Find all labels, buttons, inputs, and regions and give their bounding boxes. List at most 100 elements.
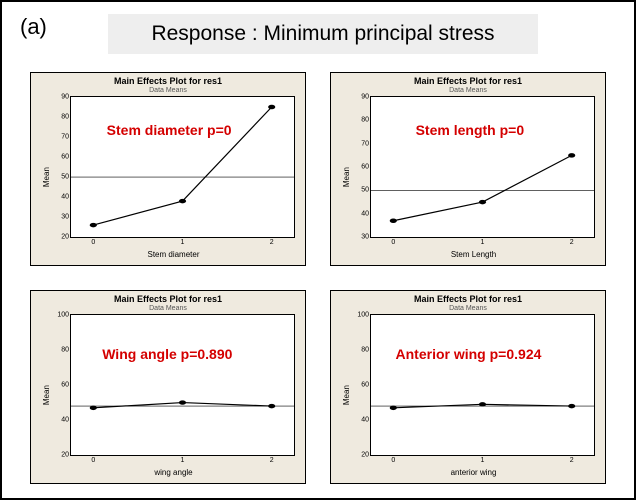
plot-area: 20406080100012Anterior wing p=0.924	[370, 314, 595, 456]
y-tick: 70	[53, 133, 69, 140]
plot-wrap: Mean20406080100012Wing angle p=0.890wing…	[41, 314, 295, 477]
y-ticks: 2030405060708090	[53, 97, 69, 237]
x-tick: 1	[481, 239, 485, 246]
x-tick: 0	[91, 457, 95, 464]
y-axis-label: Mean	[341, 96, 352, 259]
panel-anterior-wing: Main Effects Plot for res1Data Means Mean…	[330, 290, 606, 484]
y-tick: 60	[353, 381, 369, 388]
y-axis-label: Mean	[341, 314, 352, 477]
panel-subtitle: Data Means	[41, 305, 295, 312]
y-tick: 60	[353, 163, 369, 170]
y-tick: 20	[53, 452, 69, 459]
y-tick: 30	[53, 213, 69, 220]
panels-grid: Main Effects Plot for res1Data MeansMean…	[30, 72, 606, 484]
y-tick: 40	[353, 416, 369, 423]
data-marker	[179, 199, 186, 203]
y-tick: 90	[53, 93, 69, 100]
plot-wrap: Mean2030405060708090012Stem diameter p=0…	[41, 96, 295, 259]
y-tick: 80	[353, 346, 369, 353]
plot-svg	[371, 97, 594, 237]
y-tick: 50	[353, 187, 369, 194]
x-tick: 2	[570, 239, 574, 246]
y-tick: 20	[53, 234, 69, 241]
panel-subtitle: Data Means	[41, 87, 295, 94]
plot-area: 2030405060708090012Stem diameter p=0	[70, 96, 295, 238]
y-tick: 40	[353, 210, 369, 217]
x-axis-label: Stem Length	[352, 250, 595, 259]
y-axis-label: Mean	[41, 96, 52, 259]
p-value-annotation: Anterior wing p=0.924	[396, 346, 542, 362]
plot-column: 2030405060708090012Stem diameter p=0 Stem…	[52, 96, 295, 259]
data-marker	[268, 404, 275, 408]
data-marker	[568, 404, 575, 408]
y-ticks: 20406080100	[353, 315, 369, 455]
y-tick: 40	[53, 416, 69, 423]
y-tick: 60	[53, 381, 69, 388]
panel-title: Main Effects Plot for res1	[341, 295, 595, 305]
data-marker	[390, 218, 397, 222]
panel-subtitle: Data Means	[341, 87, 595, 94]
plot-wrap: Mean 20406080100012Anterior wing p=0.924 a…	[341, 314, 595, 477]
y-tick: 20	[353, 452, 369, 459]
plot-column: 30405060708090012Stem length p=0Stem Len…	[352, 96, 595, 259]
y-tick: 100	[53, 311, 69, 318]
y-tick: 70	[353, 140, 369, 147]
data-marker	[479, 402, 486, 406]
x-axis-label: anterior wing	[352, 468, 595, 477]
data-marker	[90, 223, 97, 227]
figure-frame: (a) Response : Minimum principal stress …	[0, 0, 636, 500]
panel-wing-angle: Main Effects Plot for res1Data Means Mean…	[30, 290, 306, 484]
data-marker	[390, 405, 397, 409]
panel-stem-diameter: Main Effects Plot for res1Data Means Mean…	[30, 72, 306, 266]
plot-area: 20406080100012Wing angle p=0.890	[70, 314, 295, 456]
series-line	[393, 155, 571, 220]
y-tick: 50	[53, 173, 69, 180]
y-ticks: 30405060708090	[353, 97, 369, 237]
plot-svg	[71, 315, 294, 455]
x-tick: 1	[481, 457, 485, 464]
panel-title: Main Effects Plot for res1	[341, 77, 595, 87]
x-axis-label: Stem diameter	[52, 250, 295, 259]
y-tick: 40	[53, 193, 69, 200]
data-marker	[179, 400, 186, 404]
y-tick: 80	[53, 346, 69, 353]
x-tick: 2	[270, 239, 274, 246]
plot-svg	[71, 97, 294, 237]
x-tick: 2	[270, 457, 274, 464]
y-ticks: 20406080100	[53, 315, 69, 455]
x-ticks: 0 1 2	[71, 457, 294, 465]
x-tick: 0	[91, 239, 95, 246]
x-tick: 2	[570, 457, 574, 464]
plot-area: 30405060708090012Stem length p=0	[370, 96, 595, 238]
x-tick: 1	[181, 239, 185, 246]
panel-subtitle: Data Means	[341, 305, 595, 312]
plot-column: 20406080100012Wing angle p=0.890wing ang…	[52, 314, 295, 477]
x-tick: 0	[391, 239, 395, 246]
y-axis-label: Mean	[41, 314, 52, 477]
plot-wrap: Mean30405060708090012Stem length p=0Stem…	[341, 96, 595, 259]
plot-svg	[371, 315, 594, 455]
data-marker	[268, 105, 275, 109]
y-tick: 80	[53, 113, 69, 120]
data-marker	[568, 153, 575, 157]
x-axis-label: wing angle	[52, 468, 295, 477]
y-tick: 30	[353, 234, 369, 241]
p-value-annotation: Stem length p=0	[416, 122, 525, 138]
x-ticks: 0 1 2	[371, 457, 594, 465]
subfigure-label: (a)	[20, 14, 47, 40]
panel-title: Main Effects Plot for res1	[41, 77, 295, 87]
x-ticks: 0 1 2	[71, 239, 294, 247]
y-tick: 60	[53, 153, 69, 160]
panel-title: Main Effects Plot for res1	[41, 295, 295, 305]
x-ticks: 0 1 2	[371, 239, 594, 247]
y-tick: 80	[353, 117, 369, 124]
data-marker	[479, 200, 486, 204]
y-tick: 90	[353, 93, 369, 100]
panel-stem-length: Main Effects Plot for res1Data Means Mean…	[330, 72, 606, 266]
title-banner: Response : Minimum principal stress	[108, 14, 538, 54]
plot-column: 20406080100012Anterior wing p=0.924 anter…	[352, 314, 595, 477]
x-tick: 0	[391, 457, 395, 464]
p-value-annotation: Wing angle p=0.890	[102, 346, 232, 362]
x-tick: 1	[181, 457, 185, 464]
data-marker	[90, 405, 97, 409]
